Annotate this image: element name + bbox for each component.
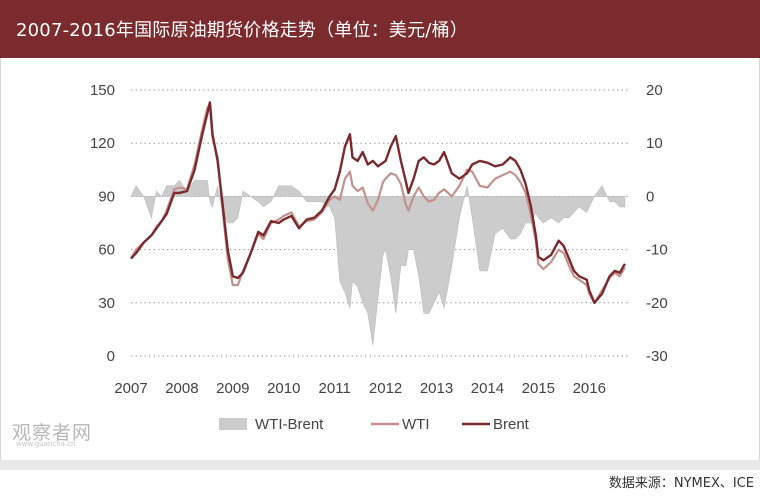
spread-area-layer [130, 179, 626, 346]
y-right-tick-label: 20 [646, 82, 663, 99]
y-left-tick-label: 0 [107, 348, 115, 365]
footer-band [0, 460, 760, 470]
y-left-tick-label: 60 [98, 242, 115, 259]
series-brent-line [130, 101, 626, 304]
y-right-tick-label: -10 [646, 242, 668, 259]
y-right-tick-label: 10 [646, 135, 663, 152]
legend-label: WTI-Brent [255, 416, 324, 433]
x-tick-label: 2009 [216, 380, 249, 397]
chart-title: 2007-2016年国际原油期货价格走势（单位：美元/桶） [16, 20, 468, 41]
x-tick-label: 2008 [165, 380, 198, 397]
y-left-tick-label: 120 [90, 135, 115, 152]
legend: WTI-Brent WTI Brent [219, 416, 530, 433]
y-left-tick-label: 150 [90, 82, 115, 99]
x-tick-label: 2014 [471, 380, 504, 397]
watermark-logo: 观察者网 [12, 422, 93, 444]
x-axis: 2007 2008 2009 2010 2011 2012 2013 2014 2015 2016 [114, 380, 606, 397]
series-wti-brent-area [130, 179, 626, 346]
watermark-url: www.guancha.cn [16, 440, 76, 448]
x-tick-label: 2012 [369, 380, 402, 397]
chart-title-bar: 2007-2016年国际原油期货价格走势（单位：美元/桶） [0, 0, 760, 58]
x-tick-label: 2010 [267, 380, 300, 397]
x-tick-label: 2007 [114, 380, 147, 397]
y-left-tick-label: 90 [98, 188, 115, 205]
y-axis-right: 20 10 0 -10 -20 -30 [646, 82, 668, 365]
y-right-tick-label: -30 [646, 348, 668, 365]
x-tick-label: 2013 [420, 380, 453, 397]
y-axis-left: 150 120 90 60 30 0 [90, 82, 115, 365]
y-right-tick-label: -20 [646, 295, 668, 312]
legend-swatch-wti-brent [219, 418, 247, 430]
x-tick-label: 2011 [319, 380, 351, 397]
legend-label: WTI [402, 416, 430, 433]
legend-label: Brent [493, 416, 530, 433]
x-tick-label: 2016 [573, 380, 606, 397]
y-left-tick-label: 30 [98, 295, 115, 312]
x-tick-label: 2015 [522, 380, 555, 397]
data-source: 数据来源：NYMEX、ICE [608, 476, 754, 491]
price-lines-layer [130, 101, 626, 304]
y-right-tick-label: 0 [646, 188, 654, 205]
